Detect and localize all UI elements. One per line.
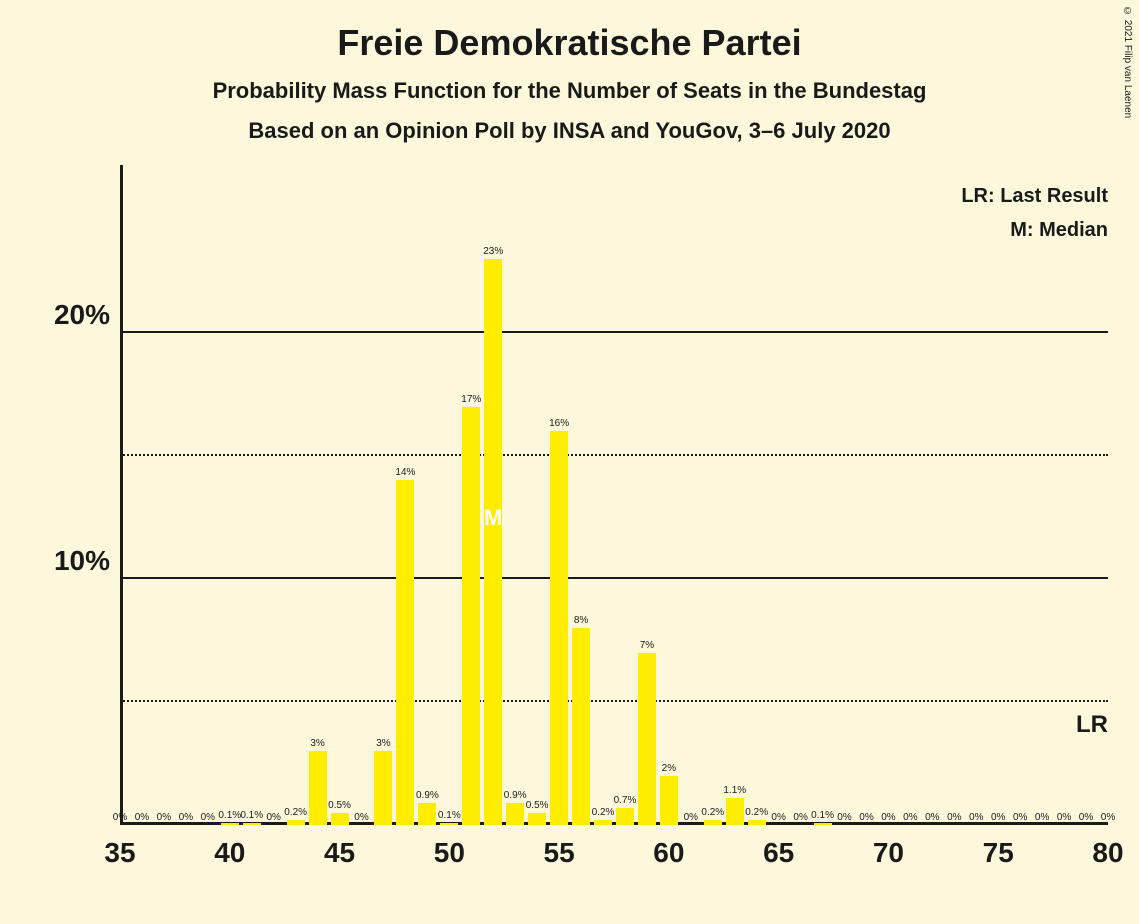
x-tick-label: 80 <box>1092 825 1123 869</box>
x-tick-label: 50 <box>434 825 465 869</box>
x-tick-label: 35 <box>104 825 135 869</box>
bar-value-label: 0% <box>969 812 983 825</box>
bar: 0.5% <box>331 813 349 825</box>
bar: 3% <box>374 751 392 825</box>
bar-value-label: 0% <box>947 812 961 825</box>
bar: 0.7% <box>616 808 634 825</box>
bar: 8% <box>572 628 590 825</box>
bar-value-label: 0% <box>135 812 149 825</box>
bar-value-label: 1.1% <box>723 785 746 798</box>
bar-value-label: 0% <box>157 812 171 825</box>
chart-title: Freie Demokratische Partei <box>0 22 1139 64</box>
bar: 0.1% <box>243 823 261 825</box>
bar-value-label: 0% <box>925 812 939 825</box>
chart-plot-area: 0%0%0%0%0%0.1%0.1%0%0.2%3%0.5%0%3%14%0.9… <box>120 185 1108 825</box>
bar-value-label: 0% <box>1035 812 1049 825</box>
bar: 3% <box>309 751 327 825</box>
bar-value-label: 0% <box>771 812 785 825</box>
x-tick-label: 45 <box>324 825 355 869</box>
bar-value-label: 0.7% <box>614 795 637 808</box>
bar: 16% <box>550 431 568 825</box>
bar: 0.9% <box>418 803 436 825</box>
bar-value-label: 0% <box>354 812 368 825</box>
bar-value-label: 0% <box>1013 812 1027 825</box>
x-tick-label: 40 <box>214 825 245 869</box>
bar-value-label: 0.1% <box>218 810 241 823</box>
last-result-marker: LR <box>1076 711 1108 739</box>
bar-value-label: 0% <box>837 812 851 825</box>
x-tick-label: 65 <box>763 825 794 869</box>
bar-value-label: 0.2% <box>701 807 724 820</box>
bar: 2% <box>660 776 678 825</box>
y-tick-label: 20% <box>54 299 120 331</box>
bars-container: 0%0%0%0%0%0.1%0.1%0%0.2%3%0.5%0%3%14%0.9… <box>120 185 1108 825</box>
bar-value-label: 0.2% <box>745 807 768 820</box>
bar-value-label: 0.9% <box>504 790 527 803</box>
bar: 0.9% <box>506 803 524 825</box>
chart-subtitle-1: Probability Mass Function for the Number… <box>0 78 1139 104</box>
bar-value-label: 0% <box>991 812 1005 825</box>
legend-m: M: Median <box>1010 219 1108 242</box>
bar-value-label: 0.9% <box>416 790 439 803</box>
bar-value-label: 3% <box>310 738 324 751</box>
x-tick-label: 60 <box>653 825 684 869</box>
bar-value-label: 8% <box>574 615 588 628</box>
bar: 0.5% <box>528 813 546 825</box>
bar-value-label: 0% <box>1101 812 1115 825</box>
bar: 1.1% <box>726 798 744 825</box>
bar: 0.2% <box>287 820 305 825</box>
bar-value-label: 14% <box>395 467 415 480</box>
bar-value-label: 17% <box>461 394 481 407</box>
bar-value-label: 3% <box>376 738 390 751</box>
bar-value-label: 0.2% <box>284 807 307 820</box>
bar-value-label: 7% <box>640 640 654 653</box>
bar-value-label: 0.5% <box>328 800 351 813</box>
bar-value-label: 0.2% <box>592 807 615 820</box>
bar-value-label: 0% <box>1079 812 1093 825</box>
y-tick-label: 10% <box>54 545 120 577</box>
bar-value-label: 0% <box>881 812 895 825</box>
x-tick-label: 55 <box>544 825 575 869</box>
bar: 14% <box>396 480 414 825</box>
bar-value-label: 16% <box>549 418 569 431</box>
bar-value-label: 0% <box>266 812 280 825</box>
bar-value-label: 0.1% <box>240 810 263 823</box>
bar-value-label: 0.1% <box>811 810 834 823</box>
x-tick-label: 75 <box>983 825 1014 869</box>
bar-value-label: 23% <box>483 246 503 259</box>
bar-value-label: 2% <box>662 763 676 776</box>
bar-value-label: 0% <box>1057 812 1071 825</box>
bar: 7% <box>638 653 656 825</box>
bar: 0.2% <box>704 820 722 825</box>
median-marker: M <box>484 505 502 531</box>
copyright-text: © 2021 Filip van Laenen <box>1122 6 1133 118</box>
bar-value-label: 0% <box>793 812 807 825</box>
x-tick-label: 70 <box>873 825 904 869</box>
bar-value-label: 0% <box>179 812 193 825</box>
bar-value-label: 0.1% <box>438 810 461 823</box>
bar: 0.1% <box>814 823 832 825</box>
bar: 0.2% <box>594 820 612 825</box>
chart-subtitle-2: Based on an Opinion Poll by INSA and You… <box>0 118 1139 144</box>
bar-value-label: 0.5% <box>526 800 549 813</box>
bar-value-label: 0% <box>903 812 917 825</box>
bar-value-label: 0% <box>201 812 215 825</box>
legend-lr: LR: Last Result <box>961 185 1108 208</box>
bar: 23% <box>484 259 502 825</box>
bar-value-label: 0% <box>113 812 127 825</box>
bar-value-label: 0% <box>859 812 873 825</box>
bar-value-label: 0% <box>684 812 698 825</box>
bar: 17% <box>462 407 480 825</box>
